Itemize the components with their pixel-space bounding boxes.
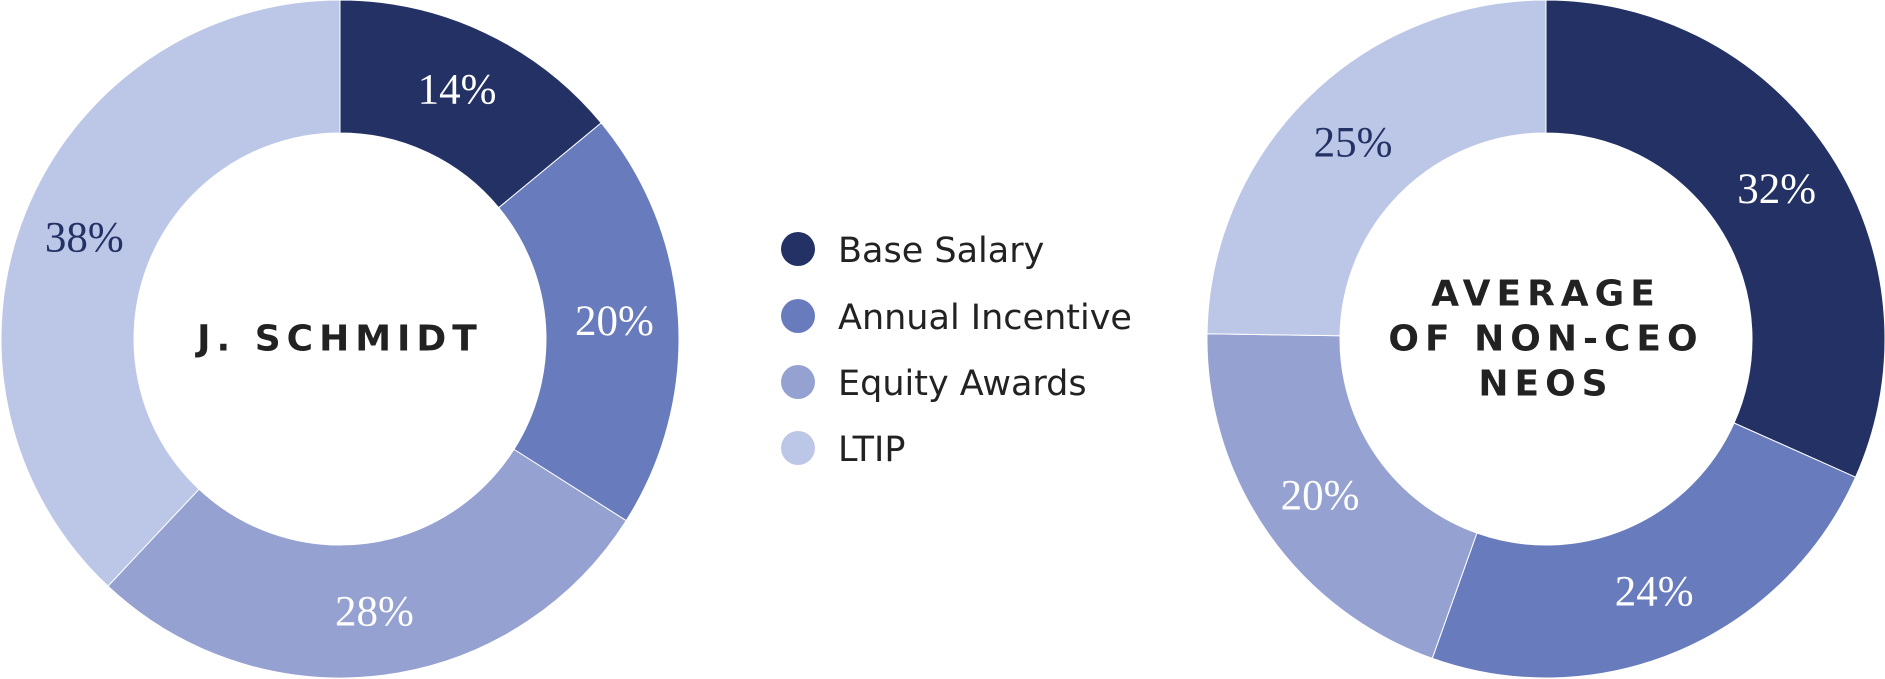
slice-base-salary xyxy=(1545,0,1885,478)
donut-chart-j-schmidt: 14% 20% 28% 38% J. SCHMIDT xyxy=(0,0,680,679)
legend: Base Salary Annual Incentive Equity Awar… xyxy=(781,231,1132,470)
slice-ltip xyxy=(1206,0,1547,337)
legend-item-equity-awards: Equity Awards xyxy=(781,364,1087,404)
chart-center-title: AVERAGE xyxy=(1431,274,1661,315)
legend-item-annual-incentive: Annual Incentive xyxy=(781,298,1132,338)
data-label-equity-awards: 28% xyxy=(335,588,414,635)
slice-annual-incentive xyxy=(1431,422,1857,679)
legend-item-base-salary: Base Salary xyxy=(781,231,1044,271)
slice-ltip xyxy=(0,0,341,587)
slice-equity-awards xyxy=(1206,333,1478,659)
slice-annual-incentive xyxy=(498,122,680,522)
legend-swatch-annual-incentive xyxy=(781,299,815,333)
data-label-equity-awards: 20% xyxy=(1281,472,1360,519)
legend-swatch-base-salary xyxy=(781,232,815,266)
legend-label-annual-incentive: Annual Incentive xyxy=(838,298,1132,338)
data-label-base-salary: 32% xyxy=(1737,166,1816,213)
legend-swatch-equity-awards xyxy=(781,365,815,399)
legend-item-ltip: LTIP xyxy=(781,430,906,470)
chart-center-title: OF NON-CEO xyxy=(1388,319,1703,360)
data-label-annual-incentive: 24% xyxy=(1615,568,1694,615)
legend-label-ltip: LTIP xyxy=(838,430,906,470)
data-label-annual-incentive: 20% xyxy=(575,298,654,345)
legend-swatch-ltip xyxy=(781,431,815,465)
chart-center-title: J. SCHMIDT xyxy=(194,319,483,360)
data-label-base-salary: 14% xyxy=(418,67,497,114)
slice-equity-awards xyxy=(107,448,627,679)
data-label-ltip: 38% xyxy=(45,214,124,261)
legend-label-equity-awards: Equity Awards xyxy=(838,364,1087,404)
chart-center-title: NEOS xyxy=(1478,364,1613,405)
legend-label-base-salary: Base Salary xyxy=(838,231,1044,271)
data-label-ltip: 25% xyxy=(1314,120,1393,167)
